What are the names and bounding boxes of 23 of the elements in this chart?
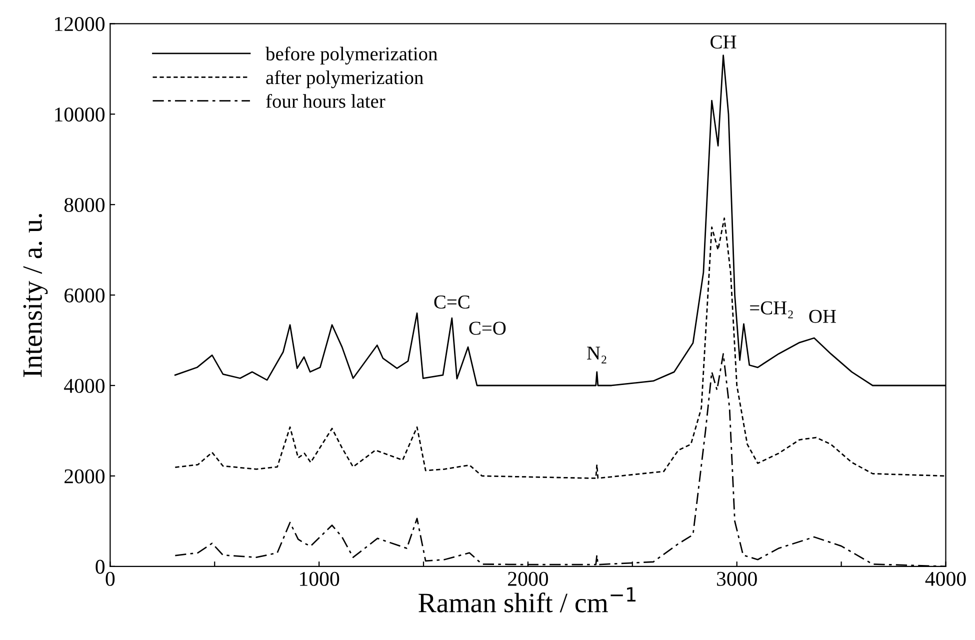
y-axis-title: Intensity / a. u. [23, 214, 48, 377]
annotation: C=O [469, 322, 506, 335]
y-tick-label: 2000 [64, 469, 105, 484]
annotation: CH [710, 36, 736, 49]
annotation: =CH₂ [750, 301, 793, 318]
y-tick-label: 12000 [55, 17, 105, 32]
y-tick-label: 4000 [64, 378, 105, 393]
annotation: N₂ [587, 346, 606, 364]
legend-label: four hours later [266, 94, 386, 108]
annotation: OH [809, 310, 836, 323]
y-tick-label: 8000 [64, 198, 105, 212]
y-tick-label: 10000 [55, 108, 105, 122]
x-tick-label: 0 [106, 572, 115, 586]
x-tick-label: 3000 [717, 572, 757, 586]
legend-label: before polymerization [266, 46, 438, 64]
x-axis-title: Raman shift / cm$^{−1}$ [418, 587, 636, 612]
x-tick-label: 2000 [508, 572, 548, 586]
y-tick-label: 6000 [64, 288, 105, 302]
legend-label: after polymerization [266, 70, 424, 88]
x-tick-label: 4000 [925, 572, 966, 586]
x-tick-label: 1000 [300, 572, 340, 586]
annotation: C=C [434, 296, 470, 309]
y-tick-label: 0 [96, 560, 105, 574]
